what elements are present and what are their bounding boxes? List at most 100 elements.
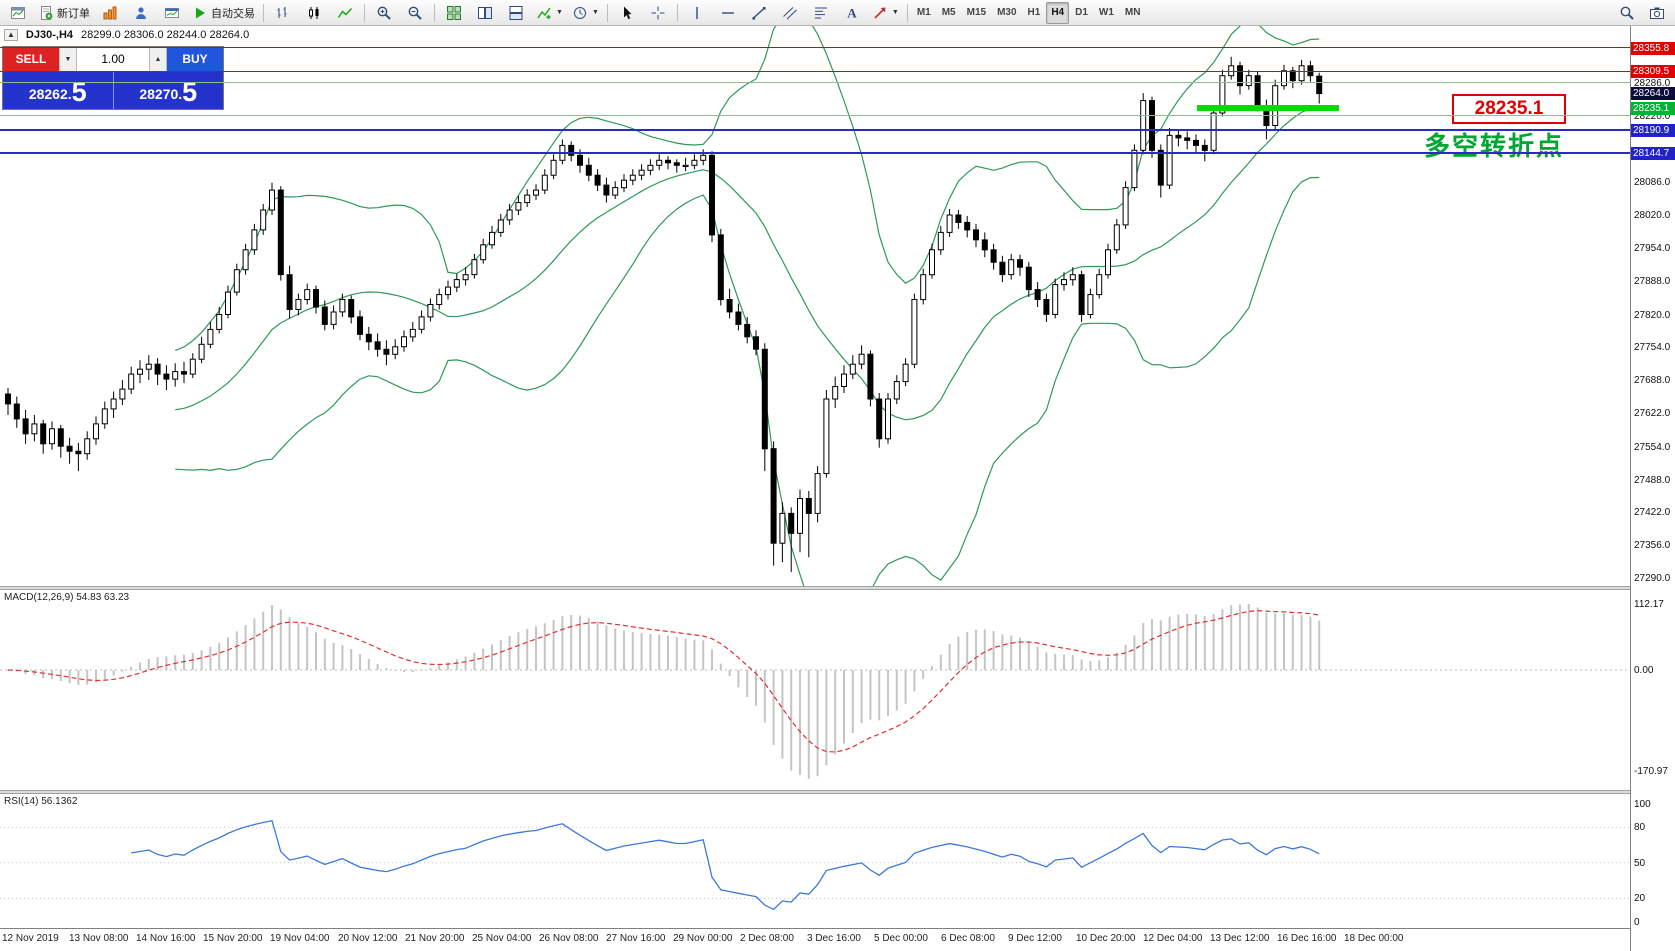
timeframe-m5[interactable]: M5 bbox=[941, 7, 956, 18]
time-axis-label: 12 Nov 2019 bbox=[2, 933, 59, 944]
line-chart-mode-button[interactable] bbox=[330, 1, 360, 25]
screenshot-button[interactable] bbox=[1642, 1, 1672, 25]
text-tool-button[interactable] bbox=[837, 1, 867, 25]
chevron-down-icon: ▼ bbox=[891, 9, 899, 16]
terminal-button[interactable] bbox=[157, 1, 187, 25]
horizontal-line-tool-button[interactable] bbox=[713, 1, 743, 25]
rsi-axis-tick: 100 bbox=[1634, 798, 1651, 810]
volume-decrease-button[interactable]: ▼ bbox=[59, 47, 77, 71]
horizontal-level-line[interactable] bbox=[0, 115, 1630, 117]
horizontal-level-line[interactable] bbox=[0, 151, 1630, 154]
search-button[interactable] bbox=[1612, 1, 1642, 25]
ask-price-big-digit: 5 bbox=[182, 77, 198, 107]
rsi-axis-tick: 0 bbox=[1634, 917, 1640, 929]
chart-area: ▲ DJ30-,H4 28299.0 28306.0 28244.0 28264… bbox=[0, 26, 1630, 951]
timeframe-h1[interactable]: H1 bbox=[1027, 7, 1041, 18]
zoom-in-button[interactable] bbox=[369, 1, 399, 25]
highlighted-pivot-line[interactable] bbox=[1197, 105, 1339, 111]
price-axis-tick: 28086.0 bbox=[1634, 177, 1671, 189]
price-annotation-box[interactable]: 28235.1 bbox=[1452, 94, 1566, 124]
panel-separator[interactable] bbox=[0, 790, 1630, 794]
timeframe-h4[interactable]: H4 bbox=[1046, 1, 1070, 24]
price-axis-tick: 27422.0 bbox=[1634, 507, 1671, 519]
toolbar-separator bbox=[676, 3, 678, 22]
time-axis-label: 18 Dec 00:00 bbox=[1344, 933, 1404, 944]
horizontal-level-line[interactable] bbox=[0, 128, 1630, 131]
timeframe-m30[interactable]: M30 bbox=[997, 7, 1017, 18]
timeframe-d1[interactable]: D1 bbox=[1075, 7, 1088, 18]
time-axis-label: 15 Nov 20:00 bbox=[203, 933, 263, 944]
price-chart-panel[interactable]: ▲ DJ30-,H4 28299.0 28306.0 28244.0 28264… bbox=[0, 26, 1630, 586]
vertical-line-tool-button[interactable] bbox=[682, 1, 712, 25]
ask-price[interactable]: 28270. 5 bbox=[113, 71, 223, 109]
time-axis-label: 13 Dec 12:00 bbox=[1210, 933, 1270, 944]
rsi-panel[interactable]: RSI(14) 56.1362 bbox=[0, 794, 1630, 928]
price-axis-tick: 27488.0 bbox=[1634, 474, 1671, 486]
new-chart-button[interactable] bbox=[3, 1, 33, 25]
market-watch-button[interactable] bbox=[95, 1, 125, 25]
tile-windows-icon bbox=[446, 5, 462, 21]
candle-chart-mode-button[interactable] bbox=[299, 1, 329, 25]
crosshair-tool-button[interactable] bbox=[643, 1, 673, 25]
bar-chart-mode-button[interactable] bbox=[268, 1, 298, 25]
time-axis-label: 19 Nov 04:00 bbox=[270, 933, 330, 944]
macd-label: MACD(12,26,9) 54.83 63.23 bbox=[4, 592, 130, 603]
price-axis-badge: 28309.5 bbox=[1631, 64, 1675, 78]
fibonacci-tool-button[interactable] bbox=[806, 1, 836, 25]
price-axis[interactable]: 28286.0 28220.0 28086.0 28020.0 27954.0 27888… bbox=[1630, 26, 1675, 951]
price-axis-tick: 28220.0 bbox=[1634, 110, 1671, 122]
price-axis-tick: 27688.0 bbox=[1634, 375, 1671, 387]
arrows-tool-button[interactable]: ▼ bbox=[868, 1, 903, 25]
autotrading-button[interactable]: 自动交易 bbox=[188, 1, 259, 25]
horizontal-level-line[interactable] bbox=[0, 82, 1630, 84]
indicators-list-button[interactable]: ▼ bbox=[532, 1, 567, 25]
buy-button[interactable]: BUY bbox=[167, 47, 223, 71]
time-axis-label: 6 Dec 08:00 bbox=[941, 933, 995, 944]
time-axis[interactable]: 12 Nov 2019 13 Nov 08:00 14 Nov 16:00 15 No… bbox=[0, 928, 1630, 951]
rsi-axis-tick: 50 bbox=[1634, 857, 1646, 869]
timeframe-w1[interactable]: W1 bbox=[1098, 7, 1114, 18]
candlestick-chart bbox=[5, 26, 1323, 586]
arrange-horizontal-button[interactable] bbox=[501, 1, 531, 25]
new-order-button[interactable]: 新订单 bbox=[34, 1, 94, 25]
period-presets-button[interactable]: ▼ bbox=[568, 1, 603, 25]
timeframe-mn[interactable]: MN bbox=[1124, 7, 1141, 18]
horizontal-level-line[interactable] bbox=[0, 70, 1630, 72]
volume-increase-button[interactable]: ▲ bbox=[149, 47, 167, 71]
trade-panel-collapse-toggle[interactable]: ▲ bbox=[4, 29, 18, 41]
cursor-icon bbox=[619, 5, 635, 21]
rsi-chart bbox=[0, 819, 1630, 911]
rsi-axis-tick: 20 bbox=[1634, 893, 1646, 905]
navigator-button[interactable] bbox=[126, 1, 156, 25]
market-watch-icon bbox=[102, 5, 118, 21]
arrange-vertical-button[interactable] bbox=[470, 1, 500, 25]
chevron-down-icon: ▼ bbox=[591, 9, 599, 16]
time-axis-label: 14 Nov 16:00 bbox=[136, 933, 196, 944]
rsi-axis-tick: 80 bbox=[1634, 822, 1646, 834]
price-axis-tick: 27554.0 bbox=[1634, 441, 1671, 453]
macd-panel[interactable]: MACD(12,26,9) 54.83 63.23 bbox=[0, 590, 1630, 790]
timeframe-m1[interactable]: M1 bbox=[916, 7, 931, 18]
time-axis-label: 20 Nov 12:00 bbox=[338, 933, 398, 944]
trendline-icon bbox=[751, 5, 767, 21]
time-axis-label: 10 Dec 20:00 bbox=[1076, 933, 1136, 944]
horizontal-level-line[interactable] bbox=[0, 47, 1630, 49]
turning-point-annotation[interactable]: 多空转折点 bbox=[1423, 131, 1564, 161]
panel-separator[interactable] bbox=[0, 586, 1630, 590]
arrange-vertical-icon bbox=[477, 5, 493, 21]
trendline-tool-button[interactable] bbox=[744, 1, 774, 25]
timeframe-m15[interactable]: M15 bbox=[966, 7, 987, 18]
time-axis-label: 2 Dec 08:00 bbox=[740, 933, 794, 944]
cursor-tool-button[interactable] bbox=[612, 1, 642, 25]
volume-input[interactable] bbox=[77, 47, 149, 71]
rsi-label: RSI(14) 56.1362 bbox=[4, 796, 78, 807]
vertical-line-icon bbox=[689, 5, 705, 21]
channel-tool-button[interactable] bbox=[775, 1, 805, 25]
bid-price[interactable]: 28262. 5 bbox=[3, 71, 114, 109]
price-axis-tick: 27954.0 bbox=[1634, 242, 1671, 254]
zoom-out-button[interactable] bbox=[400, 1, 430, 25]
tile-windows-button[interactable] bbox=[439, 1, 469, 25]
sell-button[interactable]: SELL bbox=[3, 47, 59, 71]
screenshot-icon bbox=[1649, 5, 1665, 21]
